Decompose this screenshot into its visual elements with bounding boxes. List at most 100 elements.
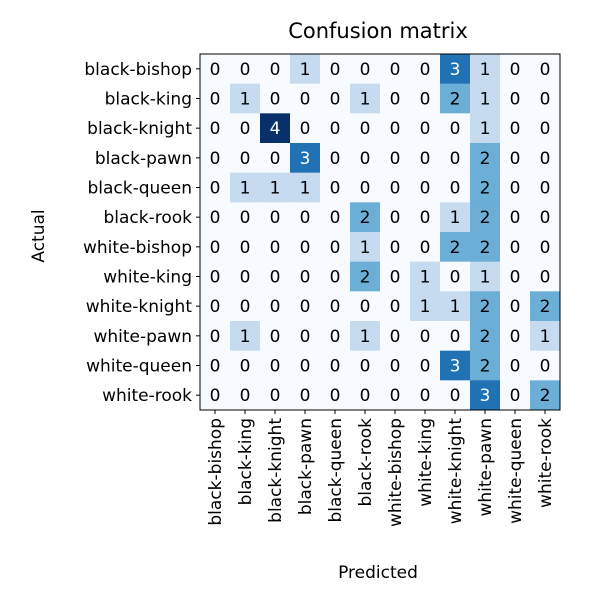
y-tick-label: white-queen — [86, 357, 192, 377]
cell-value-label: 0 — [450, 149, 461, 169]
cell-value-label: 1 — [420, 268, 431, 288]
cell-value-label: 4 — [270, 119, 281, 139]
cell-value-label: 3 — [480, 386, 491, 406]
cell-value-label: 0 — [390, 179, 401, 199]
cell-value-label: 1 — [450, 208, 461, 228]
cell-value-label: 0 — [300, 238, 311, 258]
cell-value-label: 0 — [510, 149, 521, 169]
x-tick-label: black-pawn — [296, 418, 316, 515]
cell-value-label: 0 — [390, 327, 401, 347]
matrix-cell — [380, 380, 411, 411]
cell-value-label: 0 — [240, 357, 251, 377]
matrix-cell — [380, 172, 411, 203]
matrix-cell — [410, 54, 441, 85]
cell-value-label: 0 — [210, 149, 221, 169]
cell-value-label: 2 — [450, 238, 461, 258]
matrix-cell — [290, 54, 321, 85]
cell-value-label: 0 — [420, 119, 431, 139]
matrix-cell — [320, 291, 351, 322]
matrix-cell — [230, 54, 261, 85]
matrix-cell — [380, 350, 411, 381]
matrix-cell — [320, 350, 351, 381]
cell-value-label: 1 — [270, 179, 281, 199]
cell-value-label: 0 — [420, 386, 431, 406]
cell-value-label: 0 — [450, 327, 461, 347]
cell-value-label: 0 — [210, 90, 221, 110]
matrix-cell — [470, 291, 501, 322]
cell-value-label: 0 — [240, 238, 251, 258]
cell-value-label: 0 — [330, 297, 341, 317]
cell-value-label: 2 — [540, 386, 551, 406]
cell-value-label: 0 — [540, 208, 551, 228]
matrix-cell — [200, 202, 231, 233]
cell-value-label: 0 — [360, 60, 371, 80]
y-tick-label: black-knight — [87, 119, 192, 139]
matrix-cell — [410, 380, 441, 411]
matrix-cell — [380, 202, 411, 233]
cell-value-label: 1 — [360, 327, 371, 347]
matrix-cell — [290, 232, 321, 263]
matrix-cell — [200, 113, 231, 144]
cell-value-label: 0 — [240, 297, 251, 317]
matrix-cell — [440, 232, 471, 263]
matrix-cell — [320, 261, 351, 292]
matrix-cell — [530, 380, 561, 411]
matrix-cell — [320, 380, 351, 411]
matrix-cell — [260, 83, 291, 114]
cell-value-label: 0 — [510, 268, 521, 288]
cell-value-label: 0 — [510, 357, 521, 377]
matrix-cell — [350, 202, 381, 233]
cell-value-label: 1 — [480, 119, 491, 139]
cell-value-label: 0 — [270, 60, 281, 80]
chart-title: Confusion matrix — [288, 19, 468, 43]
cell-value-label: 1 — [480, 268, 491, 288]
cell-value-label: 0 — [540, 149, 551, 169]
y-axis-label: Actual — [29, 209, 49, 262]
cell-value-label: 0 — [210, 119, 221, 139]
cell-value-label: 1 — [300, 60, 311, 80]
matrix-cell — [500, 113, 531, 144]
matrix-cell — [230, 350, 261, 381]
matrix-cell — [200, 291, 231, 322]
y-tick-label: white-bishop — [83, 238, 192, 258]
matrix-cell — [200, 172, 231, 203]
matrix-cell — [260, 321, 291, 352]
cell-value-label: 0 — [510, 119, 521, 139]
cell-value-label: 0 — [300, 208, 311, 228]
cell-value-label: 0 — [210, 179, 221, 199]
plot-frame — [199, 53, 561, 411]
cell-value-label: 0 — [210, 297, 221, 317]
y-tick-label: white-king — [103, 268, 192, 288]
matrix-cell — [290, 113, 321, 144]
matrix-cell — [470, 380, 501, 411]
cell-value-label: 0 — [540, 357, 551, 377]
y-tick-label: black-bishop — [84, 60, 192, 80]
cell-value-label: 0 — [420, 357, 431, 377]
cell-value-label: 0 — [420, 208, 431, 228]
y-tick-labels: black-bishop black-king black-knight black-… — [83, 60, 200, 406]
cell-value-label: 0 — [300, 327, 311, 347]
x-tick-label: white-rook — [536, 418, 556, 508]
cell-value-label: 0 — [210, 238, 221, 258]
matrix-cell — [530, 261, 561, 292]
cell-value-label: 0 — [270, 327, 281, 347]
matrix-cell — [230, 380, 261, 411]
matrix-cell — [350, 232, 381, 263]
matrix-cell — [380, 83, 411, 114]
cell-value-label: 0 — [240, 268, 251, 288]
cell-value-label: 0 — [360, 119, 371, 139]
cell-value-label: 0 — [240, 386, 251, 406]
matrix-cell — [500, 83, 531, 114]
cell-value-label: 2 — [360, 208, 371, 228]
matrix-cell — [260, 232, 291, 263]
matrix-cell — [470, 113, 501, 144]
cell-value-label: 0 — [270, 238, 281, 258]
cell-value-label: 0 — [390, 149, 401, 169]
matrix-cell — [200, 350, 231, 381]
matrix-cell — [410, 202, 441, 233]
matrix-cell — [290, 83, 321, 114]
matrix-cell — [470, 261, 501, 292]
cell-value-label: 0 — [390, 297, 401, 317]
matrix-cell — [380, 54, 411, 85]
